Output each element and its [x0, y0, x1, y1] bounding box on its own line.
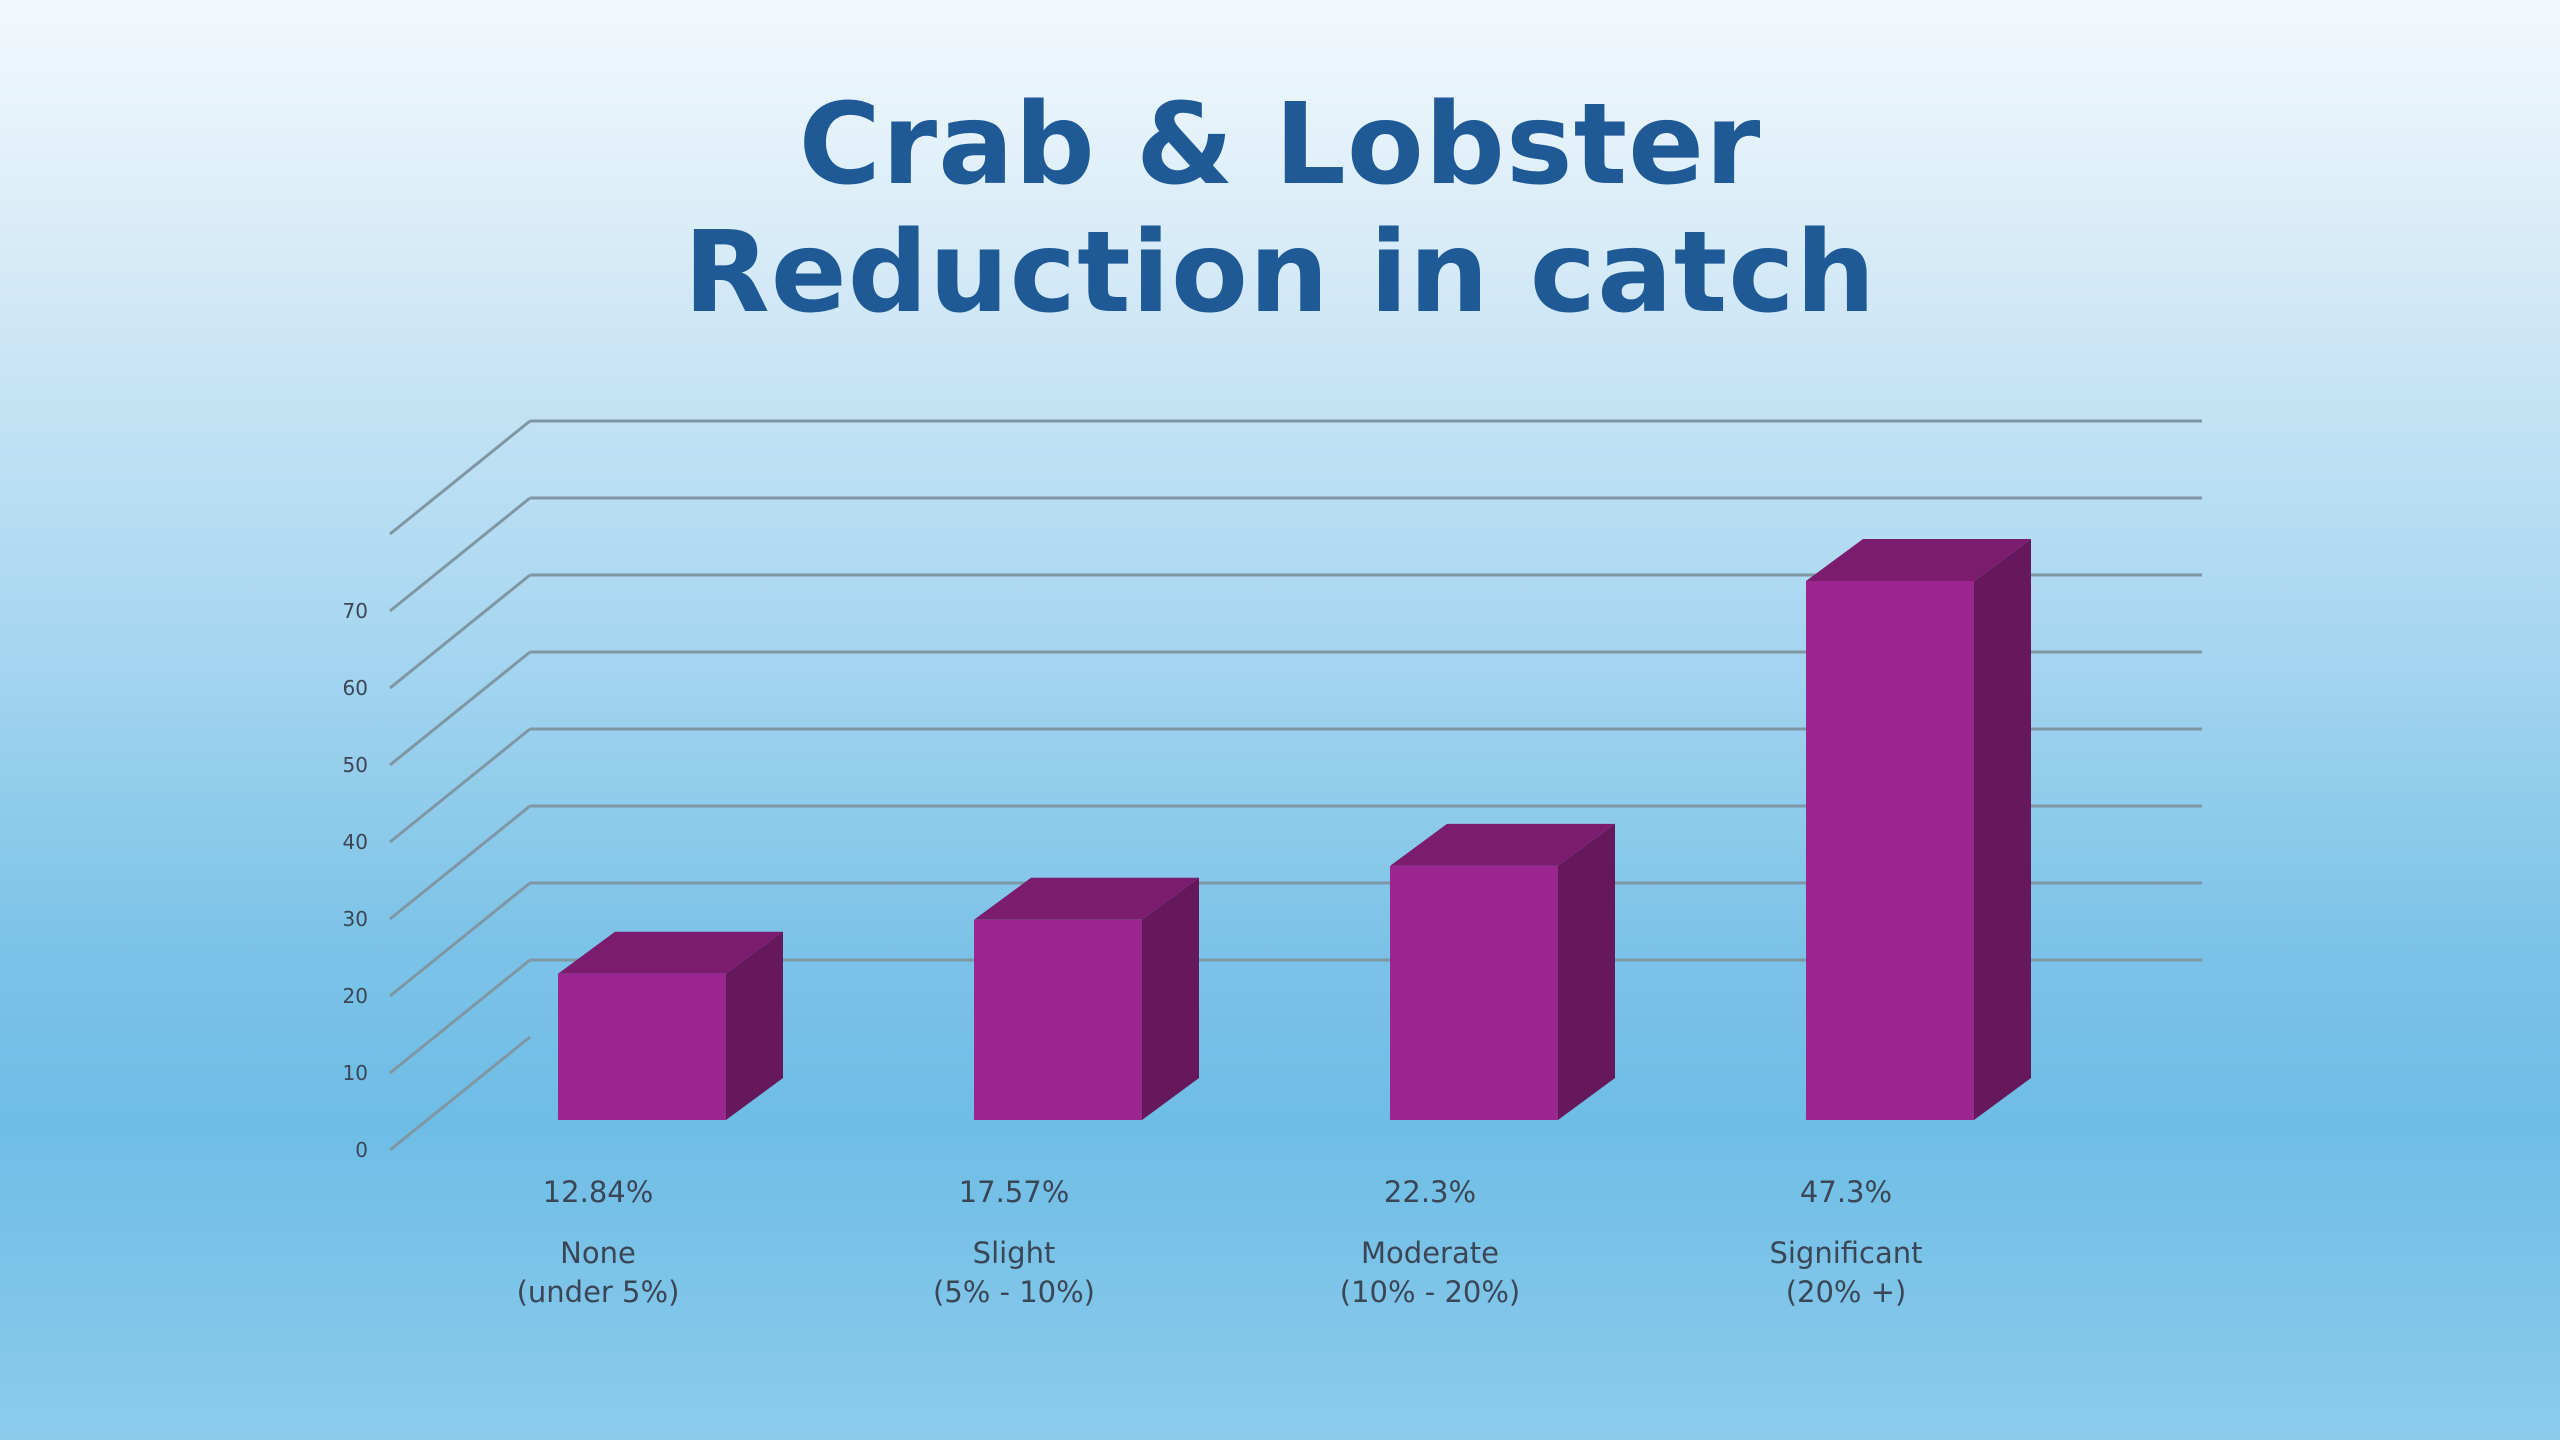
bar-top: [974, 877, 1199, 920]
gridline-diagonal-60: [389, 573, 531, 690]
gridline-diagonal-30: [389, 804, 531, 921]
gridline-diagonal-70: [389, 496, 531, 613]
bar-significant: [1806, 581, 1974, 1120]
y-tick-label: 30: [343, 907, 368, 931]
gridline-diagonal-20: [389, 881, 531, 998]
chart-title-line-1: Crab & Lobster: [798, 80, 1762, 210]
x-tick-label: Significant: [1769, 1236, 1922, 1270]
y-tick-label: 40: [343, 830, 368, 854]
chart-title-line-2: Reduction in catch: [683, 208, 1877, 338]
x-tick-label: (5% - 10%): [933, 1275, 1095, 1309]
gridline-diagonal-80: [389, 419, 531, 536]
x-tick-label: None: [560, 1236, 636, 1270]
bar-side: [1974, 539, 2031, 1120]
data-label: 47.3%: [1800, 1175, 1892, 1209]
x-tick-label: (under 5%): [517, 1275, 680, 1309]
y-tick-label: 20: [343, 984, 368, 1008]
bar-top: [1390, 823, 1615, 866]
bar-side: [1142, 877, 1199, 1120]
data-label: 12.84%: [543, 1175, 654, 1209]
x-tick-label: (10% - 20%): [1340, 1275, 1520, 1309]
y-tick-label: 70: [343, 599, 368, 623]
y-tick-label: 50: [343, 753, 368, 777]
bar-side: [726, 931, 783, 1120]
gridline-diagonal-10: [389, 958, 531, 1075]
gridline-diagonal-0: [389, 1035, 531, 1152]
y-tick-label: 10: [343, 1061, 368, 1085]
bar-moderate: [1390, 865, 1558, 1120]
bar-top: [558, 931, 783, 974]
x-tick-label: Moderate: [1361, 1236, 1499, 1270]
y-tick-label: 60: [343, 676, 368, 700]
bar-top: [1806, 539, 2031, 581]
y-tick-label: 0: [355, 1138, 368, 1162]
data-label: 17.57%: [959, 1175, 1070, 1209]
x-tick-label: Slight: [973, 1236, 1056, 1270]
bar-side: [1558, 823, 1615, 1120]
x-tick-label: (20% +): [1786, 1275, 1907, 1309]
data-label: 22.3%: [1384, 1175, 1476, 1209]
gridline-diagonal-40: [389, 727, 531, 844]
bar-none: [558, 973, 726, 1120]
bar-slight: [974, 919, 1142, 1120]
gridline-diagonal-50: [389, 650, 531, 767]
